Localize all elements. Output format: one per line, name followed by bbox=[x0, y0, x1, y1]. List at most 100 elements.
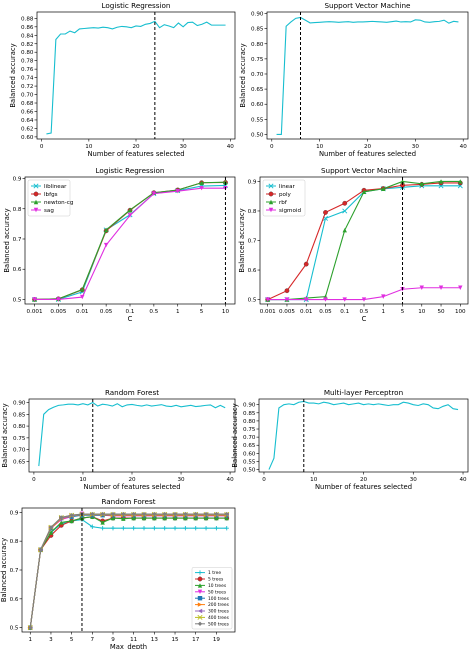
chart-svm_c: Support Vector Machine 0.5 0.6 0.7 0.8 0.9 0.0… bbox=[238, 166, 469, 323]
x-tick-label: 0.01 bbox=[76, 309, 89, 315]
x-tick-label: 0.05 bbox=[100, 309, 113, 315]
data-point bbox=[303, 261, 309, 267]
axes-frame bbox=[258, 398, 469, 473]
data-point bbox=[172, 515, 178, 521]
y-tick-label: 0.74 bbox=[21, 76, 34, 82]
data-point bbox=[69, 513, 74, 518]
legend-label: 50 trees bbox=[208, 589, 227, 595]
legend-marker bbox=[33, 191, 39, 197]
x-axis-label: Number of features selected bbox=[87, 150, 184, 158]
legend-marker bbox=[197, 596, 203, 601]
data-point bbox=[342, 227, 347, 233]
y-tick-label: 0.5 bbox=[13, 297, 22, 303]
y-tick-label: 0.90 bbox=[251, 12, 264, 18]
data-point bbox=[141, 515, 147, 521]
x-tick-label: 0.5 bbox=[149, 309, 158, 315]
data-point bbox=[59, 515, 64, 520]
y-tick-label: 0.82 bbox=[21, 42, 33, 48]
data-point bbox=[28, 625, 33, 630]
y-tick-label: 0.65 bbox=[243, 443, 256, 449]
y-tick-label: 0.50 bbox=[251, 132, 264, 138]
data-point bbox=[214, 511, 219, 517]
data-point bbox=[458, 179, 463, 184]
legend-marker bbox=[197, 602, 203, 607]
y-tick-label: 0.6 bbox=[10, 597, 19, 603]
y-tick-label: 0.80 bbox=[21, 50, 34, 56]
y-tick-label: 0.90 bbox=[243, 403, 256, 409]
data-point bbox=[110, 511, 116, 517]
x-tick-label: 0 bbox=[32, 477, 36, 483]
data-point bbox=[193, 515, 198, 521]
y-axis-label: Balanced accuracy bbox=[3, 208, 11, 272]
y-tick-label: 0.88 bbox=[21, 16, 34, 22]
y-tick-label: 0.9 bbox=[248, 179, 257, 185]
x-tick-label: 20 bbox=[364, 144, 372, 150]
x-tick-label: 0.005 bbox=[50, 309, 66, 315]
y-tick-label: 0.7 bbox=[10, 568, 19, 574]
data-point bbox=[103, 227, 109, 233]
y-tick-label: 0.72 bbox=[21, 84, 33, 90]
axes-frame bbox=[28, 398, 236, 473]
legend-box bbox=[191, 567, 233, 630]
data-point bbox=[400, 179, 405, 184]
data-point bbox=[100, 520, 105, 525]
x-tick-label: 1 bbox=[176, 309, 180, 315]
legend-label: lbfgs bbox=[44, 192, 58, 198]
data-point bbox=[458, 285, 463, 290]
series-line-accuracy bbox=[268, 400, 459, 470]
y-tick-label: 0.5 bbox=[248, 298, 257, 304]
legend-label: poly bbox=[279, 192, 292, 198]
x-tick-label: 11 bbox=[130, 637, 138, 643]
x-tick-label: 40 bbox=[459, 477, 467, 483]
x-tick-label: 13 bbox=[151, 637, 159, 643]
y-tick-label: 0.55 bbox=[251, 117, 264, 123]
x-tick-label: 10 bbox=[222, 309, 230, 315]
data-point bbox=[381, 294, 386, 299]
y-tick-label: 0.80 bbox=[243, 419, 256, 425]
data-point bbox=[103, 242, 109, 248]
y-tick-label: 0.75 bbox=[251, 57, 264, 63]
data-point bbox=[323, 210, 328, 215]
data-point bbox=[214, 515, 219, 521]
x-tick-label: 10 bbox=[85, 144, 93, 150]
data-point bbox=[224, 515, 229, 521]
y-tick-label: 0.84 bbox=[21, 33, 34, 39]
y-tick-label: 0.6 bbox=[13, 267, 22, 273]
data-point bbox=[127, 207, 133, 213]
data-point bbox=[224, 525, 229, 531]
y-axis-label: Balanced accuracy bbox=[1, 403, 9, 467]
y-tick-label: 0.70 bbox=[21, 93, 34, 99]
chart-title: Logistic Regression bbox=[96, 166, 165, 175]
x-tick-label: 1 bbox=[28, 637, 32, 643]
chart-lr_features: Logistic Regression 0.60 0.62 0.64 0.66 0.68 0… bbox=[9, 1, 236, 158]
data-point bbox=[438, 285, 444, 290]
y-axis-label: Balanced accuracy bbox=[239, 43, 247, 107]
data-point bbox=[175, 189, 180, 194]
legend-marker bbox=[197, 621, 203, 626]
series-line-accuracy bbox=[38, 401, 226, 467]
data-point bbox=[381, 186, 386, 192]
data-point bbox=[203, 525, 209, 531]
x-tick-label: 0.05 bbox=[319, 309, 332, 315]
x-tick-label: 0.005 bbox=[279, 309, 295, 315]
x-tick-label: 10 bbox=[316, 144, 324, 150]
legend-marker bbox=[268, 191, 274, 197]
x-tick-label: 0 bbox=[262, 477, 266, 483]
data-point bbox=[183, 515, 188, 521]
y-tick-label: 0.65 bbox=[251, 87, 264, 93]
data-point bbox=[438, 179, 444, 184]
x-tick-label: 30 bbox=[410, 477, 418, 483]
legend-marker bbox=[268, 199, 274, 205]
data-point bbox=[152, 525, 157, 531]
x-tick-label: 40 bbox=[227, 477, 235, 483]
data-point bbox=[199, 180, 204, 185]
y-tick-label: 0.70 bbox=[243, 435, 256, 441]
data-point bbox=[121, 525, 126, 531]
chart-title: Random Forest bbox=[105, 388, 159, 397]
data-point bbox=[90, 524, 95, 529]
data-point bbox=[193, 525, 198, 531]
data-point bbox=[80, 287, 85, 292]
x-tick-label: 1 bbox=[381, 309, 385, 315]
legend-label: 300 trees bbox=[208, 609, 230, 615]
data-point bbox=[193, 511, 198, 517]
